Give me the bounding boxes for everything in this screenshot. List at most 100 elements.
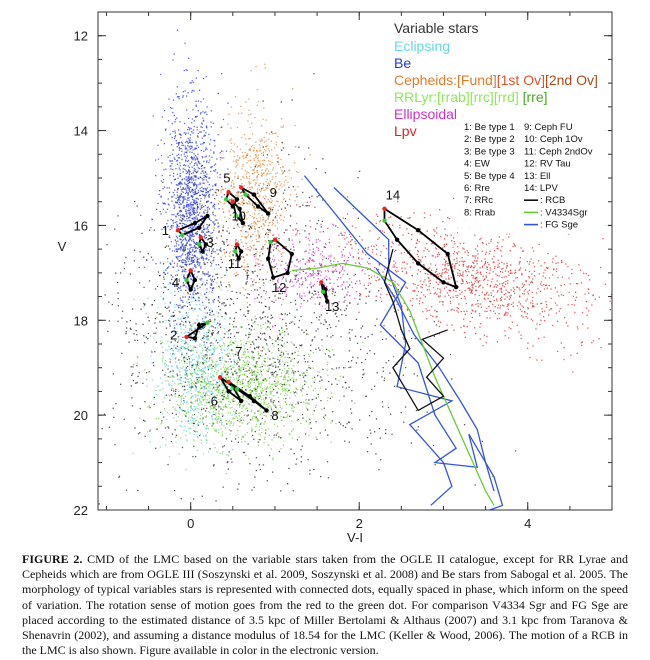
scatter-point [401, 267, 403, 269]
scatter-point [239, 157, 241, 160]
scatter-point [526, 347, 529, 349]
scatter-point [202, 98, 205, 100]
scatter-point [190, 214, 192, 216]
scatter-point [489, 250, 491, 252]
scatter-point [344, 288, 347, 290]
scatter-point [186, 342, 188, 344]
scatter-point [401, 270, 404, 272]
scatter-point [319, 240, 321, 242]
scatter-point [242, 163, 244, 165]
scatter-point [228, 211, 230, 213]
scatter-point [275, 132, 277, 134]
scatter-point [212, 353, 215, 356]
scatter-point [447, 281, 449, 283]
scatter-point [166, 261, 169, 263]
scatter-point [184, 42, 186, 44]
scatter-point [181, 254, 183, 256]
scatter-point [214, 383, 217, 385]
scatter-point [309, 249, 311, 251]
scatter-point [266, 164, 268, 166]
scatter-point [197, 167, 199, 169]
scatter-point [243, 157, 245, 160]
scatter-point [319, 253, 322, 255]
scatter-point [213, 139, 215, 142]
scatter-point [306, 375, 308, 377]
scatter-point [214, 251, 216, 253]
scatter-point [199, 251, 201, 253]
scatter-point [202, 301, 204, 304]
scatter-point [253, 222, 255, 224]
scatter-point [191, 381, 193, 383]
scatter-point [171, 123, 173, 125]
scatter-point [563, 358, 565, 361]
scatter-point [300, 303, 302, 305]
scatter-point [243, 345, 245, 347]
scatter-point [237, 112, 240, 115]
scatter-point [466, 282, 468, 284]
scatter-point [221, 422, 223, 424]
scatter-point [246, 407, 248, 409]
scatter-point [211, 396, 213, 399]
scatter-point [284, 394, 286, 397]
scatter-point [167, 203, 169, 205]
scatter-point [192, 159, 194, 161]
scatter-point [203, 236, 205, 238]
scatter-point [182, 305, 184, 307]
scatter-point [256, 161, 258, 163]
scatter-point [180, 340, 183, 343]
scatter-point [212, 122, 215, 124]
scatter-point [233, 143, 236, 145]
scatter-point [313, 277, 315, 279]
scatter-point [518, 287, 520, 289]
scatter-point [233, 212, 235, 214]
scatter-point [200, 126, 202, 128]
scatter-point [205, 179, 208, 181]
scatter-point [255, 65, 257, 68]
scatter-point [194, 182, 196, 184]
scatter-point [192, 204, 194, 206]
scatter-point [234, 316, 236, 319]
scatter-point [277, 381, 279, 383]
scatter-point [283, 343, 285, 345]
scatter-point [262, 284, 264, 286]
scatter-point [210, 188, 212, 191]
scatter-point [481, 242, 483, 244]
scatter-point [212, 379, 214, 381]
scatter-point [236, 372, 238, 374]
scatter-point [268, 434, 270, 436]
scatter-point [254, 207, 257, 209]
scatter-point [172, 111, 174, 114]
scatter-point [208, 184, 210, 186]
scatter-point [259, 162, 261, 165]
scatter-point [283, 416, 286, 419]
scatter-point [189, 432, 191, 434]
scatter-point [166, 187, 168, 189]
scatter-point [248, 421, 250, 424]
scatter-point [224, 253, 226, 255]
scatter-point [303, 292, 305, 294]
scatter-point [176, 364, 178, 367]
scatter-point [472, 255, 474, 257]
scatter-point [183, 346, 185, 348]
scatter-point [184, 414, 186, 416]
scatter-point [294, 265, 296, 267]
scatter-point [457, 307, 459, 310]
scatter-point [260, 172, 263, 174]
scatter-point [207, 338, 209, 340]
scatter-point [475, 289, 478, 292]
scatter-point [209, 381, 211, 383]
scatter-point [328, 349, 330, 352]
scatter-point [369, 267, 371, 269]
scatter-point [233, 363, 236, 365]
scatter-point [219, 346, 222, 348]
scatter-point [206, 257, 208, 259]
scatter-point [248, 181, 250, 183]
scatter-point [257, 378, 259, 380]
scatter-point [276, 289, 279, 291]
scatter-point [215, 412, 217, 414]
scatter-point [503, 276, 505, 278]
scatter-point [304, 279, 307, 281]
scatter-point [224, 391, 226, 394]
scatter-point [298, 436, 300, 438]
scatter-point [260, 189, 263, 191]
